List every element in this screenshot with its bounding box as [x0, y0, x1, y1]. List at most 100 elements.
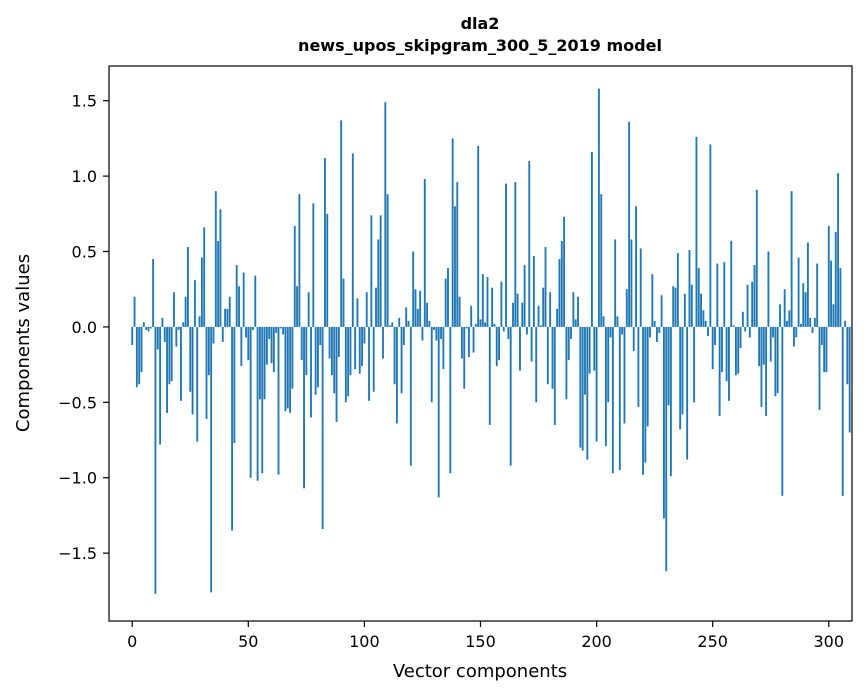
bar [163, 326, 166, 342]
bar [180, 326, 182, 401]
bar [356, 298, 359, 327]
bar [505, 183, 507, 327]
bar [734, 326, 737, 376]
bar [614, 239, 617, 327]
bar [268, 326, 271, 339]
bar [646, 326, 649, 427]
bar [523, 265, 526, 327]
bar [783, 289, 786, 327]
bar [811, 326, 814, 333]
bar [189, 326, 192, 392]
bar [832, 304, 835, 327]
bar [426, 302, 429, 327]
bar [398, 317, 401, 327]
bar [586, 326, 589, 460]
bar [549, 292, 552, 327]
bar [765, 326, 768, 416]
bar [716, 263, 719, 327]
bar [669, 326, 672, 477]
bar [500, 281, 503, 327]
bar [240, 326, 243, 367]
bar [279, 326, 282, 329]
bar [672, 286, 675, 327]
bar [556, 308, 559, 327]
bar [746, 284, 749, 327]
ticks-group: 0 50 100 150 200 250 300 −1.5 −1.0 −0.5 0.0 0.5 1.0 1… [58, 92, 844, 651]
bar [386, 194, 389, 327]
bar [389, 325, 391, 327]
bar [502, 326, 505, 332]
bar [804, 292, 807, 327]
bar [683, 293, 686, 327]
bar [414, 289, 417, 327]
bar [618, 326, 621, 471]
bar [546, 326, 549, 385]
bar [314, 326, 317, 395]
bar [166, 326, 168, 413]
bar [447, 268, 449, 327]
bar [823, 326, 826, 373]
bar [472, 326, 475, 353]
bar [400, 326, 403, 394]
bar [458, 296, 461, 327]
bar [467, 326, 470, 358]
bar [834, 231, 837, 327]
bar [565, 326, 568, 400]
bar [342, 278, 345, 327]
y-tick-label: 1.0 [72, 167, 97, 186]
bar [837, 173, 839, 327]
bar [430, 326, 433, 403]
bar [249, 326, 252, 478]
bar [456, 182, 459, 327]
bar [739, 326, 742, 349]
bar [530, 326, 533, 362]
bar [848, 326, 851, 433]
bar [395, 326, 398, 424]
bar [224, 308, 227, 327]
bar [563, 216, 566, 327]
x-tick-label: 200 [581, 632, 612, 651]
bar [474, 323, 477, 327]
bar [484, 322, 487, 327]
bar [728, 326, 730, 401]
bar [210, 326, 213, 593]
bar [156, 326, 159, 350]
bar [537, 305, 540, 327]
bar [593, 326, 596, 371]
bar [532, 256, 535, 327]
bar [714, 326, 716, 346]
bar [361, 326, 364, 367]
bar [372, 326, 375, 392]
bar [725, 326, 728, 382]
y-tick-label: −0.5 [58, 393, 97, 412]
bar [317, 326, 319, 388]
bar [275, 326, 278, 333]
bar [254, 275, 257, 327]
bar [277, 326, 280, 475]
bar [347, 326, 350, 397]
bar [588, 326, 591, 374]
bar [293, 225, 296, 327]
bar [231, 326, 233, 531]
bar [519, 326, 521, 371]
bar [704, 320, 707, 327]
bar [602, 316, 605, 327]
bar [363, 326, 366, 344]
bar [212, 326, 215, 344]
bar [402, 326, 405, 346]
bar [758, 326, 761, 367]
bar [535, 326, 538, 403]
bar [695, 136, 698, 327]
bar [774, 326, 777, 397]
bar [470, 305, 473, 327]
bar [748, 326, 751, 338]
bar [788, 310, 791, 327]
bar [326, 213, 329, 327]
bar [491, 287, 494, 327]
bar [184, 296, 187, 327]
bar [187, 246, 189, 327]
y-tick-label: −1.5 [58, 544, 97, 563]
bar [656, 326, 658, 342]
bar [577, 296, 579, 327]
